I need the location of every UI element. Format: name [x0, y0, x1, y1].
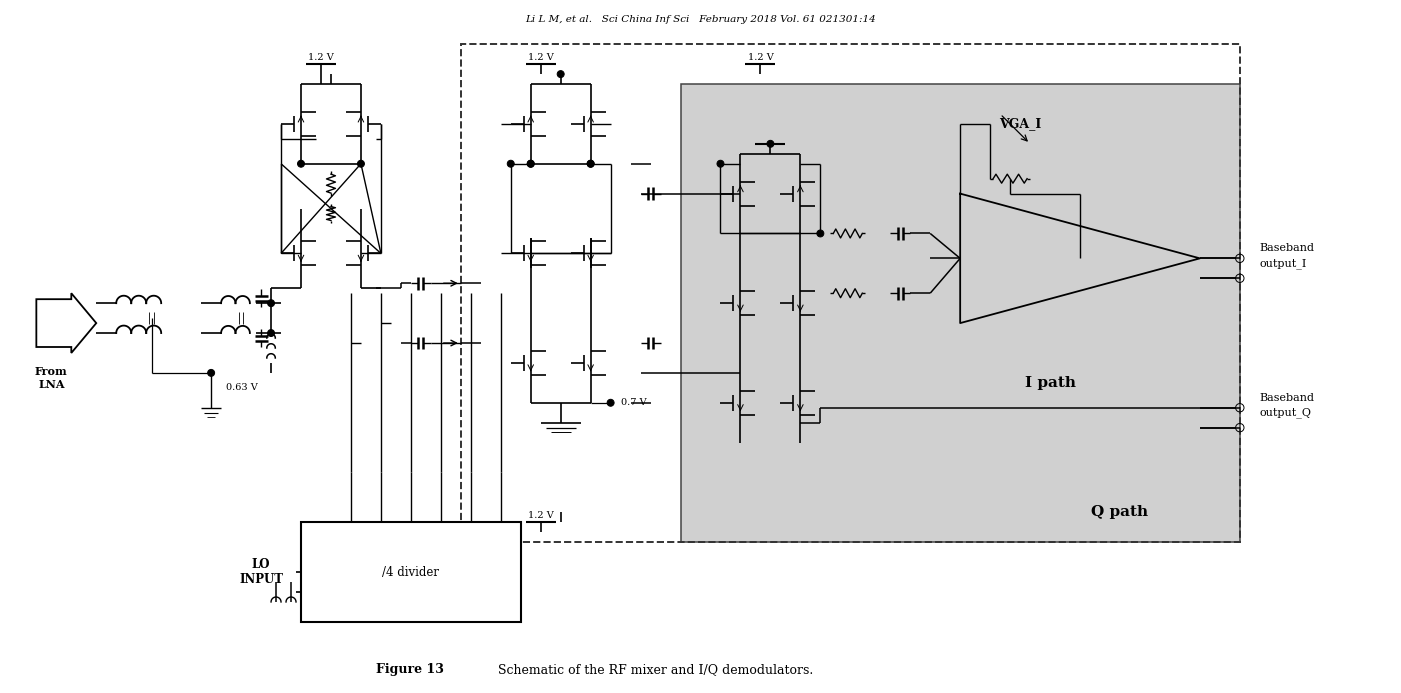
Text: VGA_I: VGA_I: [999, 117, 1041, 130]
Circle shape: [766, 140, 773, 148]
Text: /4 divider: /4 divider: [382, 565, 440, 579]
Text: Figure 13: Figure 13: [375, 663, 444, 676]
Circle shape: [527, 160, 534, 167]
Text: 1.2 V: 1.2 V: [748, 53, 773, 62]
Circle shape: [587, 160, 594, 167]
Circle shape: [527, 160, 534, 167]
Circle shape: [357, 160, 364, 167]
Text: Schematic of the RF mixer and I/Q demodulators.: Schematic of the RF mixer and I/Q demodu…: [486, 663, 813, 676]
Text: 0.7 V: 0.7 V: [621, 398, 646, 407]
Circle shape: [297, 160, 304, 167]
Text: Baseband: Baseband: [1259, 243, 1314, 254]
Circle shape: [558, 71, 565, 78]
Text: LO
INPUT: LO INPUT: [240, 558, 283, 586]
Text: Li L M, et al.   Sci China Inf Sci   February 2018 Vol. 61 021301:14: Li L M, et al. Sci China Inf Sci Februar…: [525, 15, 876, 24]
Circle shape: [207, 369, 214, 376]
Circle shape: [817, 230, 824, 237]
Circle shape: [507, 160, 514, 167]
Text: I path: I path: [1024, 376, 1076, 390]
Text: Baseband: Baseband: [1259, 393, 1314, 403]
Bar: [301, 523, 521, 622]
Circle shape: [717, 160, 724, 167]
Bar: [681, 84, 1240, 542]
Circle shape: [268, 299, 275, 307]
Bar: [461, 44, 1240, 542]
Circle shape: [268, 330, 275, 337]
Text: Q path: Q path: [1091, 505, 1149, 519]
Text: 1.2 V: 1.2 V: [528, 53, 553, 62]
Text: output_Q: output_Q: [1259, 407, 1311, 418]
Circle shape: [607, 399, 614, 406]
FancyArrow shape: [36, 293, 97, 353]
Text: 1.2 V: 1.2 V: [528, 511, 553, 520]
Circle shape: [587, 160, 594, 167]
Text: From
LNA: From LNA: [35, 366, 67, 389]
Text: output_I: output_I: [1259, 258, 1307, 269]
Text: 1.2 V: 1.2 V: [308, 53, 333, 62]
Text: 0.63 V: 0.63 V: [226, 383, 258, 392]
